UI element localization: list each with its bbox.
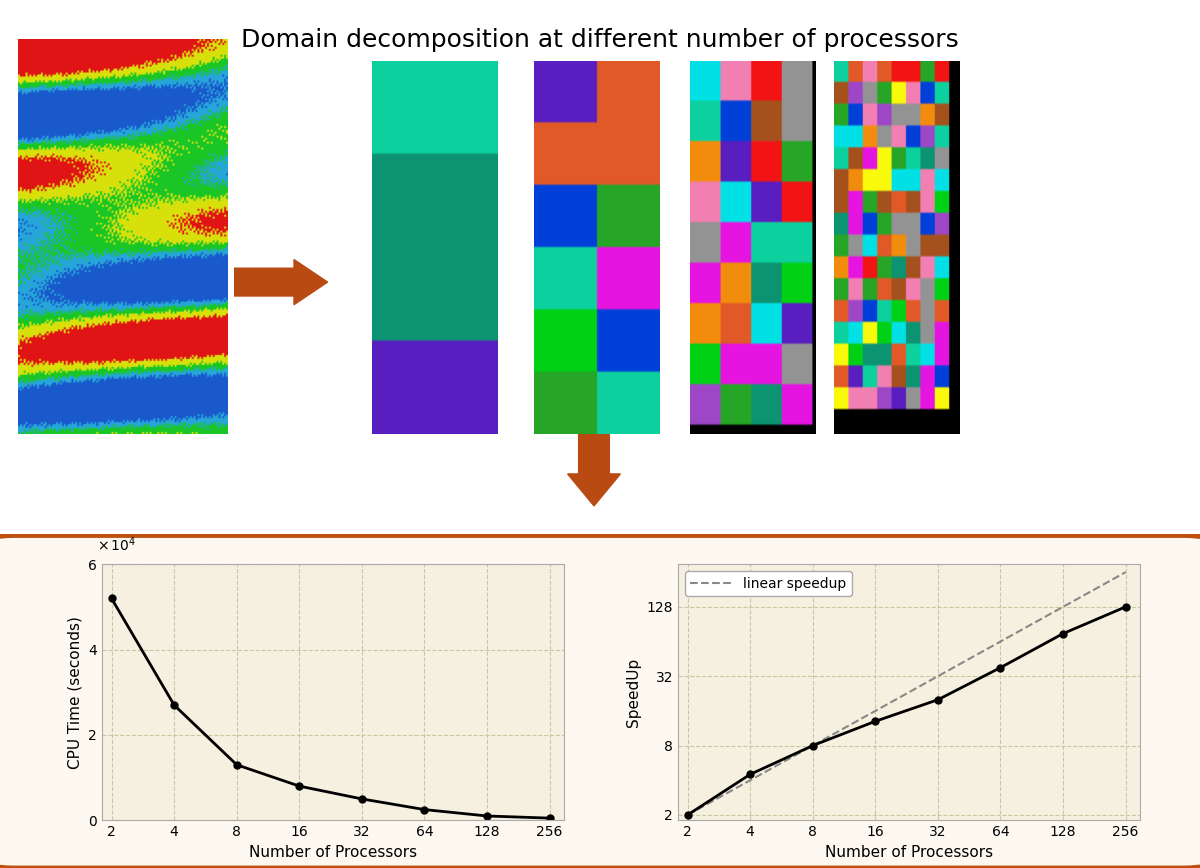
Y-axis label: CPU Time (seconds): CPU Time (seconds): [67, 615, 83, 769]
Text: $\times\,10^4$: $\times\,10^4$: [97, 536, 137, 554]
FancyBboxPatch shape: [0, 536, 1200, 868]
linear speedup: [1118, 567, 1133, 577]
Legend: linear speedup: linear speedup: [685, 571, 852, 596]
FancyArrow shape: [568, 434, 620, 506]
X-axis label: Number of Processors: Number of Processors: [824, 845, 994, 859]
Y-axis label: SpeedUp: SpeedUp: [626, 658, 641, 727]
X-axis label: Number of Processors: Number of Processors: [248, 845, 418, 859]
linear speedup: [680, 810, 695, 820]
Line: linear speedup: linear speedup: [688, 572, 1126, 815]
Text: Domain decomposition at different number of processors: Domain decomposition at different number…: [241, 28, 959, 52]
linear speedup: [994, 636, 1008, 647]
linear speedup: [1056, 602, 1070, 612]
linear speedup: [868, 706, 882, 716]
linear speedup: [805, 740, 820, 751]
FancyArrow shape: [234, 260, 328, 305]
linear speedup: [743, 775, 757, 786]
linear speedup: [931, 671, 946, 681]
